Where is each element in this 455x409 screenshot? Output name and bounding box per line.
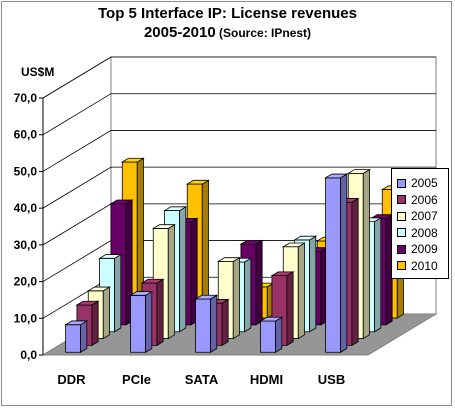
legend-item: 2008 — [397, 225, 438, 241]
legend-swatch — [397, 211, 406, 221]
bar-side — [102, 286, 110, 340]
chart-title-line-1: Top 5 Interface IP: License revenues — [98, 5, 357, 22]
bar-side — [179, 206, 187, 333]
legend-label: 2008 — [411, 225, 438, 240]
bar-top — [120, 157, 145, 163]
bar — [194, 294, 219, 353]
bar-side — [232, 256, 240, 340]
legend-item: 2009 — [397, 241, 438, 257]
bar-top — [216, 257, 241, 262]
legend-label: 2007 — [411, 209, 438, 223]
bar-side — [145, 290, 153, 353]
legend-item: 2006 — [397, 192, 438, 208]
legend-swatch — [397, 195, 406, 204]
bar-top — [75, 300, 100, 306]
bar-top — [163, 206, 188, 211]
bar-side — [297, 242, 305, 340]
y-tick-label: 40,0 — [14, 201, 38, 215]
bar-front — [130, 294, 146, 353]
bars — [64, 157, 405, 353]
y-tick-label: 50,0 — [14, 164, 38, 178]
legend-item: 2007 — [397, 208, 438, 224]
bar-side — [362, 168, 370, 340]
legend-label: 2006 — [411, 192, 438, 207]
gridline — [42, 56, 436, 99]
legend-swatch — [397, 261, 406, 270]
x-tick-label: SATA — [185, 372, 219, 387]
bar-top — [64, 320, 89, 326]
bar-side — [80, 320, 88, 353]
bar-top — [194, 294, 219, 300]
bar-top — [259, 316, 284, 322]
bar-side — [374, 217, 382, 333]
bar-side — [114, 253, 122, 333]
legend-swatch — [397, 178, 406, 188]
bar-side — [286, 271, 294, 347]
bar-side — [351, 197, 359, 347]
y-tick-label: 70,0 — [14, 91, 38, 105]
y-tick-label: 10,0 — [14, 311, 38, 325]
gridline — [42, 93, 436, 136]
x-tick-label: USB — [318, 372, 345, 387]
bar-side — [156, 278, 164, 347]
bar-top — [293, 235, 318, 241]
x-axis-ticks: DDR PCIe SATA HDMI USB — [57, 372, 345, 387]
bar — [129, 290, 154, 353]
bar-top — [140, 278, 165, 284]
legend-label: 2010 — [411, 258, 438, 273]
y-tick-label: 20,0 — [14, 275, 38, 289]
y-axis-ticks: 0,0 10,0 20,0 30,0 40,0 50,0 60,0 70,0 — [14, 91, 44, 362]
bar-side — [221, 298, 229, 347]
bar-side — [275, 316, 283, 353]
x-tick-label: PCIe — [122, 372, 151, 387]
chart-title-years: 2005-2010 — [143, 24, 216, 41]
y-tick-label: 0,0 — [20, 348, 37, 362]
bar-side — [340, 173, 348, 353]
bar-front — [195, 298, 211, 353]
gridline — [42, 130, 436, 172]
legend-label: 2005 — [411, 176, 438, 190]
bar-top — [151, 224, 176, 229]
bar-top — [185, 179, 210, 185]
bar-side — [210, 294, 218, 353]
bar-top — [324, 173, 349, 179]
legend: 2005 2006 2007 2008 2009 2010 — [391, 168, 449, 279]
bar-top — [86, 286, 111, 292]
bar-side — [255, 239, 263, 326]
legend-label: 2009 — [411, 242, 438, 256]
bar-side — [91, 300, 99, 347]
bar — [64, 320, 89, 353]
legend-item: 2005 — [397, 175, 438, 191]
bar-side — [167, 223, 175, 340]
y-axis-unit-label: US$M — [21, 65, 55, 79]
bar-front — [260, 320, 276, 353]
y-tick-label: 60,0 — [14, 128, 38, 142]
bar-top — [98, 254, 123, 259]
chart-title: Top 5 Interface IP: License revenues 200… — [0, 5, 455, 43]
chart-title-source: (Source: IPnest) — [215, 26, 312, 40]
x-tick-label: DDR — [57, 372, 86, 387]
bar-front — [325, 177, 341, 353]
legend-swatch — [397, 244, 406, 254]
bar-top — [109, 199, 134, 205]
bar-top — [129, 291, 154, 296]
x-tick-label: HDMI — [250, 372, 283, 387]
gridline — [42, 166, 436, 209]
legend-item: 2010 — [397, 258, 438, 274]
bar-top — [270, 271, 295, 277]
bar-top — [281, 242, 306, 248]
legend-swatch — [397, 228, 406, 237]
bar-front — [65, 324, 81, 353]
bar-side — [309, 235, 317, 333]
y-tick-label: 30,0 — [14, 238, 38, 252]
chart-title-line-2: 2005-2010 (Source: IPnest) — [0, 23, 455, 43]
bar-top — [346, 169, 371, 174]
bar-side — [244, 257, 252, 333]
bar — [259, 316, 284, 353]
bar-top — [239, 239, 264, 245]
bar — [324, 173, 349, 353]
